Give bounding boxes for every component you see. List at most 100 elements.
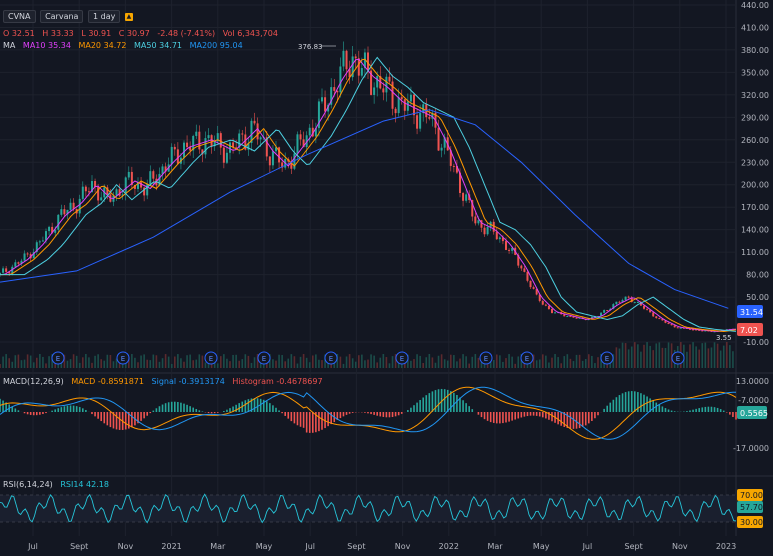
candle-body — [483, 227, 486, 235]
volume-bar — [569, 358, 572, 368]
macd-histogram-bar — [342, 412, 345, 417]
volume-bar — [348, 354, 351, 368]
candle-body — [173, 146, 176, 150]
volume-bar — [143, 354, 145, 368]
candle-body — [213, 141, 216, 147]
candle-body — [133, 184, 136, 189]
candle-body — [106, 187, 109, 195]
earnings-marker-label: E — [676, 355, 680, 363]
volume-bar — [269, 354, 271, 368]
volume-bar — [443, 359, 446, 368]
macd-histogram-bar — [63, 406, 66, 412]
candle-body — [363, 52, 366, 69]
candle-body — [443, 137, 446, 148]
candle-body — [621, 299, 624, 303]
candle-body — [655, 316, 658, 319]
volume-bar — [391, 356, 394, 368]
volume-bar — [502, 361, 504, 368]
volume-bar — [100, 359, 102, 368]
volume-bar — [584, 359, 587, 368]
earnings-marker — [324, 351, 338, 365]
volume-value: Vol 6,343,704 — [222, 29, 278, 38]
macd-histogram-bar — [112, 412, 115, 429]
volume-bar — [124, 363, 127, 368]
x-tick-label: 2023 — [716, 542, 736, 551]
macd-last-tag: 0.5565 — [740, 409, 768, 418]
volume-bar — [535, 360, 538, 368]
macd-histogram-bar — [23, 412, 26, 414]
candle-body — [676, 327, 679, 329]
macd-histogram-bar — [305, 412, 308, 433]
candle-body — [523, 268, 526, 272]
volume-bar — [342, 363, 345, 368]
macd-histogram-bar — [578, 412, 581, 429]
macd-histogram-bar — [661, 406, 664, 412]
volume-bar — [134, 357, 136, 368]
macd-histogram-bar — [655, 402, 658, 412]
volume-bar — [630, 346, 633, 368]
macd-histogram-bar — [238, 403, 240, 412]
last-price-tag: 7.02 — [740, 326, 758, 335]
candle-body — [183, 142, 185, 158]
volume-bar — [376, 362, 378, 368]
volume-bar — [158, 361, 161, 368]
volume-bar — [581, 360, 584, 368]
volume-bar — [358, 355, 360, 368]
macd-histogram-bar — [716, 407, 719, 412]
candle-body — [69, 202, 72, 210]
candle-body — [698, 329, 701, 331]
macd-histogram-bar — [486, 412, 489, 421]
macd-histogram-bar — [529, 412, 532, 416]
macd-histogram-bar — [118, 412, 121, 430]
volume-bar — [128, 356, 130, 368]
candle-body — [2, 268, 5, 273]
candle-body — [342, 50, 345, 67]
candle-body — [127, 171, 130, 178]
candle-body — [330, 87, 333, 105]
macd-histogram-bar — [551, 412, 553, 422]
candle-body — [244, 134, 247, 150]
x-tick-label: Nov — [118, 542, 134, 551]
ma50-line — [0, 56, 737, 332]
macd-histogram-bar — [483, 412, 486, 420]
macd-histogram-bar — [502, 412, 504, 424]
ma20-value: MA20 34.72 — [78, 41, 127, 50]
candle-body — [498, 237, 501, 240]
macd-histogram-bar — [637, 392, 639, 412]
candle-body — [78, 198, 81, 214]
candle-body — [416, 115, 419, 129]
volume-bar — [588, 354, 590, 368]
volume-bar — [201, 355, 204, 368]
candle-body — [124, 177, 127, 195]
macd-histogram-bar — [146, 412, 148, 416]
candle-body — [17, 262, 20, 264]
volume-bar — [321, 360, 323, 368]
ohlc-legend: O 32.51 H 33.33 L 30.91 C 30.97 -2.48 (-… — [3, 29, 283, 38]
ma10-value: MA10 35.34 — [22, 41, 71, 50]
candle-body — [219, 133, 222, 148]
symbol-pill[interactable]: CVNA — [3, 10, 36, 23]
candle-body — [367, 52, 369, 71]
macd-histogram-bar — [428, 393, 431, 412]
volume-bar — [453, 355, 455, 368]
candle-body — [544, 304, 547, 306]
volume-bar — [195, 359, 198, 368]
macd-histogram-bar — [450, 391, 452, 412]
ma-legend: MA MA10 35.34 MA20 34.72 MA50 34.71 MA20… — [3, 41, 248, 50]
macd-histogram-bar — [471, 409, 474, 412]
price-tick-label: 140.00 — [741, 226, 769, 235]
volume-bar — [250, 362, 253, 368]
interval-pill[interactable]: 1 day — [88, 10, 121, 23]
flag-icon[interactable]: ▲ — [124, 12, 133, 21]
macd-histogram-bar — [566, 412, 569, 428]
macd-histogram-bar — [5, 402, 7, 412]
volume-bar — [272, 359, 274, 368]
candle-body — [130, 171, 133, 185]
macd-histogram-bar — [321, 412, 323, 430]
candle-body — [336, 90, 339, 93]
macd-histogram-bar — [373, 412, 375, 415]
signal-value: Signal -0.3913174 — [151, 377, 225, 386]
macd-histogram-bar — [315, 412, 317, 433]
volume-bar — [508, 354, 510, 368]
